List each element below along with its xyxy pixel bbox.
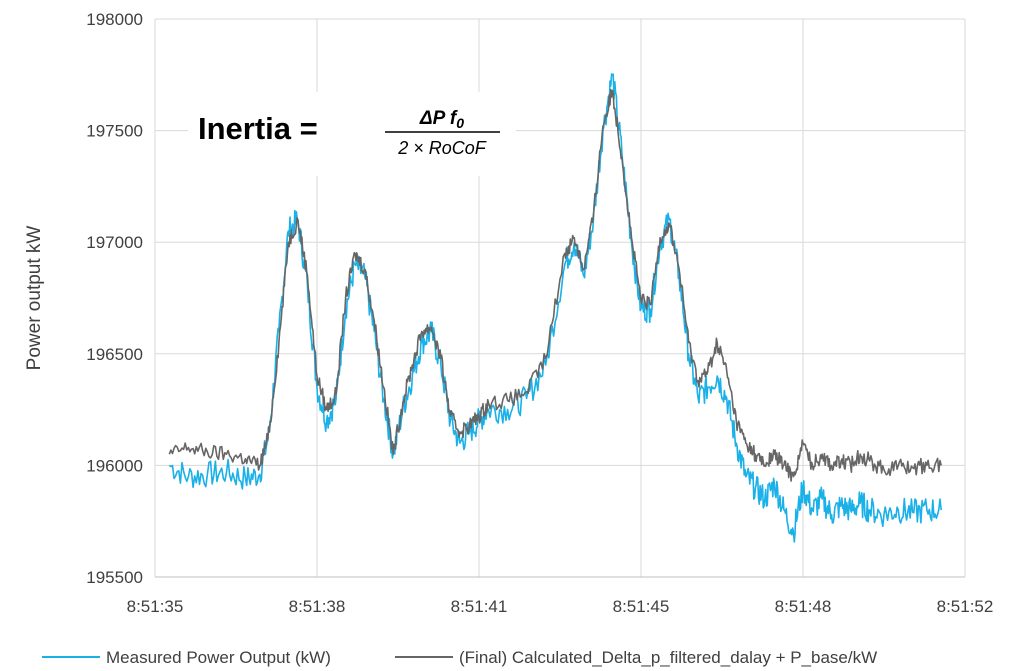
y-tick-label: 196000 (86, 456, 143, 475)
y-tick-label: 198000 (86, 10, 143, 29)
formula-numerator: ΔP f0 (419, 108, 464, 131)
y-tick-label: 196500 (86, 345, 143, 364)
legend: Measured Power Output (kW) (Final) Calcu… (42, 648, 877, 667)
formula-annotation: Inertia = ΔP f0 2 × RoCoF (188, 92, 516, 176)
legend-label-calculated: (Final) Calculated_Delta_p_filtered_dala… (459, 648, 877, 667)
y-tick-label: 197000 (86, 233, 143, 252)
x-tick-label: 8:51:41 (451, 597, 508, 616)
y-tick-label: 197500 (86, 122, 143, 141)
y-axis-label: Power output kW (24, 226, 45, 371)
x-tick-labels: 8:51:35 8:51:38 8:51:41 8:51:45 8:51:48 8:51:… (127, 597, 994, 616)
y-tick-label: 195500 (86, 568, 143, 587)
legend-label-measured: Measured Power Output (kW) (106, 648, 331, 667)
formula-denominator: 2 × RoCoF (397, 138, 487, 158)
calculated-power-line (168, 88, 942, 482)
formula-lhs: Inertia = (198, 111, 318, 146)
y-tick-labels: 195500 196000 196500 197000 197500 198000 (86, 10, 143, 587)
formula-background (188, 92, 516, 176)
x-tick-label: 8:51:45 (613, 597, 670, 616)
plot-area (168, 73, 942, 543)
x-tick-label: 8:51:48 (775, 597, 832, 616)
x-tick-label: 8:51:38 (289, 597, 346, 616)
x-tick-label: 8:51:35 (127, 597, 184, 616)
x-tick-label: 8:51:52 (937, 597, 994, 616)
